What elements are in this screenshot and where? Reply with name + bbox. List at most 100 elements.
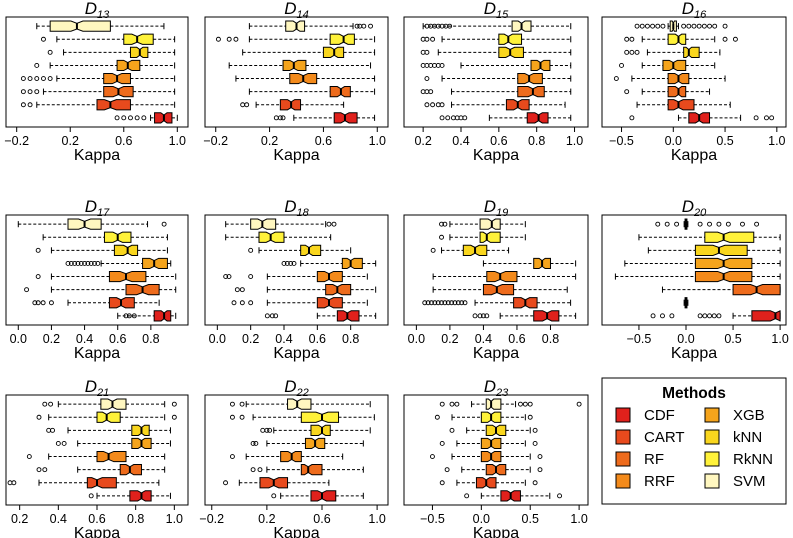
outlier-point: [223, 480, 228, 486]
panel-frame: [204, 16, 389, 128]
x-tick-label: 0.2: [258, 512, 275, 526]
outlier-point: [48, 401, 54, 407]
x-axis: −0.2 0.2 0.6 1.0: [199, 505, 386, 526]
panel-frame: [5, 16, 189, 128]
box-kNN: [47, 46, 176, 58]
outlier-point: [231, 300, 237, 306]
outlier-point: [425, 300, 431, 306]
x-axis: −0.2 0.2 0.6 1.0: [203, 127, 386, 148]
outlier-point: [455, 300, 461, 306]
outlier-point: [273, 313, 279, 319]
outlier-point: [428, 89, 434, 95]
outlier-point: [82, 261, 88, 266]
outlier-point: [764, 115, 769, 121]
panel-D13: D13 −0.2 0.2 0.6 1.0 Kappa: [4, 0, 189, 164]
panel-title-main: D: [85, 197, 97, 216]
outlier-point: [223, 274, 229, 279]
panel-title-main: D: [484, 197, 496, 216]
panel-title-sub: 16: [694, 9, 707, 21]
legend-label: SVM: [733, 473, 766, 490]
box-XGB: [420, 59, 572, 72]
outlier-point: [454, 401, 460, 407]
outlier-point: [629, 49, 635, 55]
box-RRF: [235, 72, 376, 85]
outlier-point: [248, 247, 254, 253]
box-body: [694, 244, 748, 256]
box-SVM: [634, 20, 728, 32]
x-tick-label: 0.4: [76, 332, 93, 346]
panel-frame: [403, 214, 589, 326]
box-body: [96, 99, 131, 111]
x-tick-label: −0.2: [4, 134, 29, 148]
panel-title-main: D: [682, 197, 694, 216]
outlier-point: [36, 467, 42, 473]
panel-title-sub: 20: [693, 207, 707, 219]
box-SVM: [225, 218, 337, 230]
x-tick-label: 0.0: [677, 332, 694, 346]
outlier-point: [11, 480, 17, 486]
box-body: [300, 411, 340, 423]
x-tick-label: 0.5: [724, 332, 741, 346]
x-tick-label: 1.0: [169, 134, 186, 148]
box-RkNN: [42, 231, 168, 243]
x-tick-label: 1.0: [570, 512, 587, 526]
panel-frame: [5, 394, 189, 506]
outlier-point: [128, 115, 133, 121]
outlier-point: [35, 300, 41, 306]
outlier-point: [449, 427, 455, 433]
outlier-point: [707, 221, 712, 227]
panel-D16: D16 −0.5 0.0 0.5 1.0 Kappa: [601, 0, 787, 164]
box-RF: [248, 86, 376, 98]
box-CART: [636, 99, 731, 111]
x-tick-label: 1.0: [368, 512, 385, 526]
box-body: [113, 244, 139, 256]
outlier-point: [161, 221, 167, 227]
outlier-point: [442, 221, 448, 227]
box-RkNN: [41, 33, 176, 45]
x-tick-label: 0.2: [261, 134, 278, 148]
box-body: [498, 33, 523, 45]
x-tick-label: 1.0: [166, 512, 183, 526]
panel-title-main: D: [484, 0, 496, 18]
outlier-point: [462, 115, 468, 121]
outlier-point: [769, 115, 775, 121]
outlier-point: [484, 313, 490, 319]
outlier-point: [92, 261, 97, 266]
outlier-point: [696, 23, 702, 29]
panel-title: D17: [85, 197, 110, 219]
panel-title: D16: [682, 0, 707, 21]
box-RF: [36, 464, 166, 476]
box-RF: [250, 464, 364, 476]
panel-frame: [601, 214, 787, 326]
box-XGB: [65, 257, 172, 270]
outlier-point: [686, 23, 692, 29]
box-RF: [624, 86, 711, 98]
box-kNN: [647, 244, 781, 256]
outlier-point: [34, 63, 40, 68]
box-body: [300, 244, 322, 256]
outlier-point: [291, 261, 297, 266]
x-axis-label: Kappa: [74, 147, 120, 164]
outlier-point: [171, 401, 177, 407]
outlier-point: [267, 427, 273, 433]
outlier-point: [264, 427, 270, 433]
panel-title-main: D: [284, 197, 296, 216]
outlier-point: [34, 76, 40, 81]
box-body: [108, 270, 147, 283]
outlier-point: [681, 23, 687, 29]
outlier-point: [244, 102, 250, 108]
outlier-point: [20, 89, 26, 95]
outlier-point: [361, 23, 367, 29]
outlier-point: [42, 401, 48, 407]
outlier-point: [27, 102, 33, 108]
box-RRF: [35, 270, 177, 283]
box-CDF: [88, 490, 171, 502]
x-tick-label: 0.5: [522, 512, 539, 526]
x-axis: 0.0 0.2 0.4 0.6 0.8: [408, 325, 559, 346]
box-RkNN: [215, 33, 376, 45]
outlier-point: [537, 454, 543, 459]
box-kNN: [430, 244, 510, 256]
box-SVM: [248, 20, 373, 32]
outlier-point: [229, 414, 235, 420]
legend-item-RRF: RRF: [615, 473, 675, 490]
